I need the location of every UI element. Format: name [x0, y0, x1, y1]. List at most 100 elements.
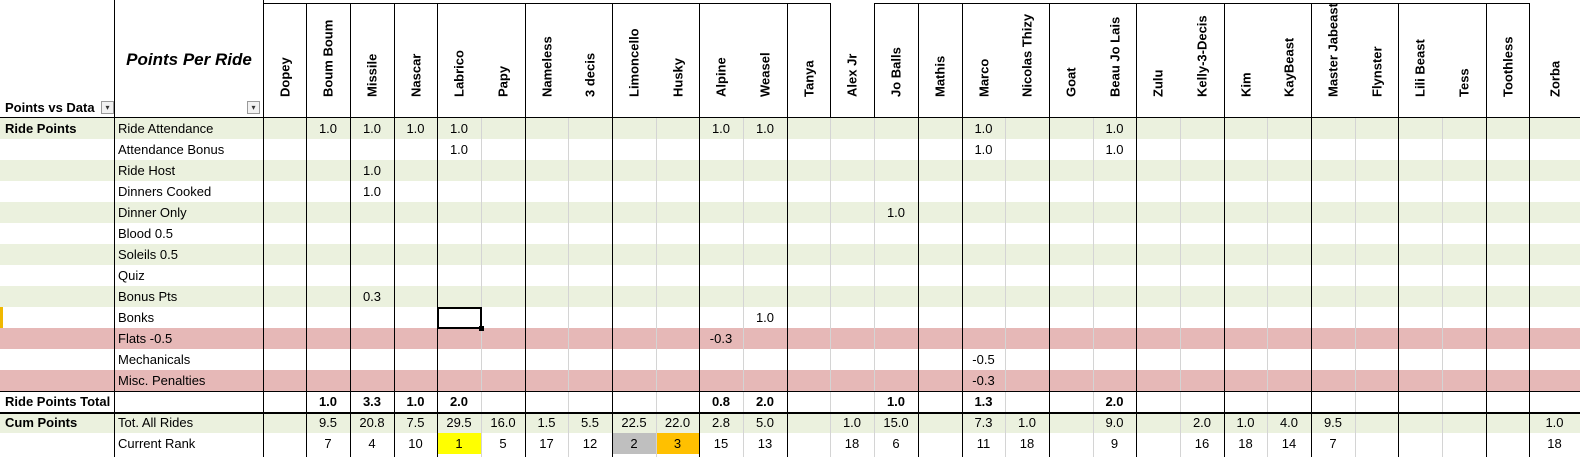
rider-header-jo-balls[interactable]: Jo Balls [874, 0, 918, 118]
value-cell[interactable] [394, 139, 437, 160]
rider-header-goat[interactable]: Goat [1049, 0, 1093, 118]
value-cell[interactable] [1180, 265, 1224, 286]
value-cell[interactable] [263, 139, 306, 160]
value-cell[interactable] [481, 118, 525, 139]
value-cell[interactable] [830, 265, 874, 286]
value-cell[interactable] [481, 391, 525, 412]
value-cell[interactable]: 9.0 [1105, 415, 1124, 430]
value-cell[interactable] [612, 181, 656, 202]
value-cell[interactable] [1442, 391, 1486, 412]
value-cell[interactable] [568, 181, 612, 202]
value-cell[interactable] [1136, 160, 1180, 181]
value-cell[interactable] [437, 181, 481, 202]
rider-header-nameless[interactable]: Nameless [525, 0, 568, 118]
value-cell[interactable] [1049, 223, 1093, 244]
value-cell[interactable] [525, 118, 568, 139]
value-cell[interactable] [1442, 433, 1486, 454]
rider-header-kim[interactable]: Kim [1224, 0, 1267, 118]
value-cell[interactable] [1529, 307, 1580, 328]
value-cell[interactable] [656, 349, 699, 370]
value-cell[interactable] [699, 181, 743, 202]
value-cell[interactable] [1093, 202, 1136, 223]
value-cell[interactable] [1398, 328, 1442, 349]
value-cell[interactable] [656, 160, 699, 181]
value-cell[interactable] [1267, 160, 1311, 181]
value-cell[interactable]: 5.5 [580, 415, 600, 430]
value-cell[interactable] [1398, 391, 1442, 412]
value-cell[interactable] [918, 349, 962, 370]
value-cell[interactable] [1180, 286, 1224, 307]
value-cell[interactable] [1486, 160, 1529, 181]
value-cell[interactable] [263, 160, 306, 181]
value-cell[interactable] [568, 244, 612, 265]
value-cell[interactable] [1136, 433, 1180, 454]
rider-header-zulu[interactable]: Zulu [1136, 0, 1180, 118]
value-cell[interactable] [525, 223, 568, 244]
value-cell[interactable] [612, 265, 656, 286]
value-cell[interactable] [743, 181, 787, 202]
value-cell[interactable]: 2.0 [1192, 415, 1212, 430]
value-cell[interactable] [1486, 412, 1529, 433]
value-cell[interactable] [699, 244, 743, 265]
value-cell[interactable] [1224, 307, 1267, 328]
rider-header-tess[interactable]: Tess [1442, 0, 1486, 118]
value-cell[interactable] [699, 139, 743, 160]
value-cell[interactable]: 14 [1281, 436, 1297, 451]
rider-header-master-jabeast[interactable]: Master Jabeast [1311, 0, 1355, 118]
value-cell[interactable] [1224, 244, 1267, 265]
value-cell[interactable]: 1.0 [318, 394, 338, 409]
value-cell[interactable] [656, 223, 699, 244]
value-cell[interactable] [787, 265, 830, 286]
value-cell[interactable] [437, 370, 481, 391]
rider-header-alpine[interactable]: Alpine [699, 0, 743, 118]
value-cell[interactable] [1180, 160, 1224, 181]
value-cell[interactable] [306, 223, 350, 244]
rider-header-dopey[interactable]: Dopey [263, 0, 306, 118]
value-cell[interactable] [1267, 223, 1311, 244]
value-cell[interactable] [1049, 412, 1093, 433]
value-cell[interactable] [1311, 181, 1355, 202]
value-cell[interactable]: 10 [408, 436, 423, 451]
value-cell[interactable] [1005, 370, 1049, 391]
value-cell[interactable] [830, 391, 874, 412]
value-cell[interactable]: 1.0 [449, 121, 469, 136]
value-cell[interactable] [830, 181, 874, 202]
value-cell[interactable] [1093, 244, 1136, 265]
value-cell[interactable] [1529, 265, 1580, 286]
value-cell[interactable] [874, 118, 918, 139]
value-cell[interactable] [743, 328, 787, 349]
value-cell[interactable] [1049, 328, 1093, 349]
value-cell[interactable] [1529, 223, 1580, 244]
value-cell[interactable] [612, 139, 656, 160]
value-cell[interactable] [394, 328, 437, 349]
value-cell[interactable] [568, 265, 612, 286]
value-cell[interactable] [1093, 181, 1136, 202]
value-cell[interactable] [1049, 244, 1093, 265]
value-cell[interactable]: 1.0 [974, 142, 993, 157]
value-cell[interactable]: 3.3 [362, 394, 382, 409]
rider-header-weasel[interactable]: Weasel [743, 0, 787, 118]
value-cell[interactable] [525, 202, 568, 223]
value-cell[interactable] [743, 139, 787, 160]
value-cell[interactable] [1180, 307, 1224, 328]
value-cell[interactable] [1049, 307, 1093, 328]
value-cell[interactable] [1486, 223, 1529, 244]
value-cell[interactable] [481, 139, 525, 160]
value-cell[interactable] [350, 349, 394, 370]
value-cell[interactable] [787, 349, 830, 370]
value-cell[interactable]: 18 [1547, 436, 1562, 451]
value-cell[interactable] [437, 223, 481, 244]
value-cell[interactable]: -0.5 [972, 352, 995, 367]
value-cell[interactable] [568, 328, 612, 349]
value-cell[interactable] [525, 391, 568, 412]
value-cell[interactable]: 22.5 [621, 415, 647, 430]
rider-header-lili-beast[interactable]: Lili Beast [1398, 0, 1442, 118]
value-cell[interactable] [525, 139, 568, 160]
value-cell[interactable] [962, 265, 1005, 286]
value-cell[interactable] [394, 160, 437, 181]
value-cell[interactable] [1267, 244, 1311, 265]
value-cell[interactable] [1005, 244, 1049, 265]
value-cell[interactable] [1486, 181, 1529, 202]
value-cell[interactable] [830, 202, 874, 223]
value-cell[interactable] [263, 391, 306, 412]
